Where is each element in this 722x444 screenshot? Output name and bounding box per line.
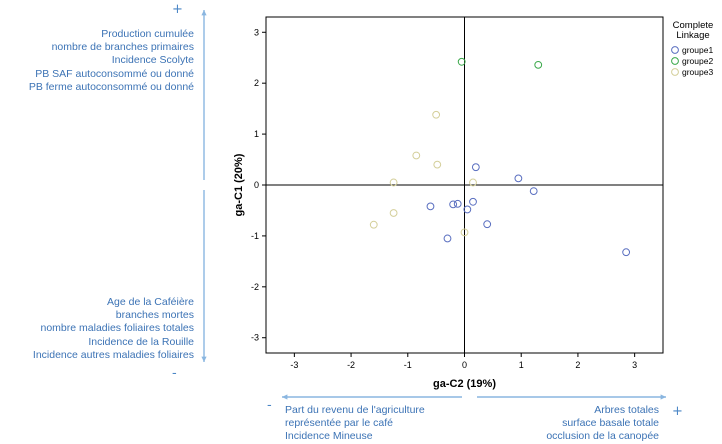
point-groupe3 <box>412 151 421 160</box>
legend-title-line: Linkage <box>676 30 709 41</box>
point-groupe1 <box>443 234 452 243</box>
y-axis-label: ga-C1 (20%) <box>233 153 245 216</box>
plus-sign-top: + <box>172 2 183 17</box>
point-groupe1 <box>483 220 492 229</box>
left-top-line-3: PB SAF autoconsommé ou donné <box>35 67 194 80</box>
point-groupe1 <box>426 202 435 211</box>
point-groupe3 <box>389 209 398 217</box>
x-tick-label: 0 <box>462 360 467 370</box>
bottom-right-annotation: Arbres totales surface basale totale occlu… <box>546 404 659 444</box>
bottom-left-line-0: Part du revenu de l'agriculture <box>285 404 425 416</box>
legend-marker-groupe3 <box>671 68 679 76</box>
y-tick-label: -2 <box>251 282 259 292</box>
arrow-up-head <box>201 10 207 16</box>
y-tick-label: -3 <box>251 333 259 343</box>
bottom-right-line-2: occlusion de la canopée <box>546 430 659 443</box>
left-bottom-annotation: Age de la Caféière branches mortes nombre … <box>33 296 194 362</box>
y-tick-label: 0 <box>254 180 259 190</box>
legend-marker-groupe1 <box>671 46 679 54</box>
legend-label-groupe3: groupe3 <box>682 67 713 77</box>
left-bottom-line-4: Incidence autres maladies foliaires <box>32 348 194 361</box>
bottom-left-line-2: Incidence Mineuse <box>285 430 373 443</box>
left-bottom-line-2: nombre maladies foliaires totales <box>40 322 195 335</box>
minus-sign-left: - <box>172 366 177 381</box>
legend-marker-groupe2 <box>671 57 679 65</box>
left-top-line-0: Production cumulée <box>101 28 194 40</box>
plus-sign-bottom: + <box>672 404 683 419</box>
point-groupe3 <box>432 110 441 119</box>
y-tick-label: 1 <box>254 129 259 139</box>
point-groupe1 <box>514 174 523 183</box>
bottom-right-line-0: Arbres totales <box>594 404 659 416</box>
x-tick-label: -1 <box>404 360 412 370</box>
left-bottom-line-3: Incidence de la Rouille <box>88 335 194 348</box>
bottom-right-line-1: surface basale totale <box>562 417 659 430</box>
point-groupe2 <box>534 60 543 69</box>
point-groupe1 <box>449 200 458 209</box>
point-groupe1 <box>471 163 480 172</box>
left-bottom-line-1: branches mortes <box>115 309 194 322</box>
point-groupe1 <box>622 248 631 257</box>
y-tick-label: -1 <box>251 231 259 241</box>
point-groupe1 <box>463 205 472 214</box>
left-bottom-line-0: Age de la Caféière <box>107 296 194 308</box>
point-groupe3 <box>369 220 378 229</box>
left-top-line-4: PB ferme autoconsommé ou donné <box>28 80 194 93</box>
x-tick-label: 1 <box>519 360 524 370</box>
point-groupe3 <box>469 178 477 187</box>
legend-title-line: Complete <box>673 20 714 31</box>
point-groupe3 <box>389 178 398 187</box>
legend-label-groupe1: groupe1 <box>682 45 713 55</box>
point-groupe3 <box>433 160 442 169</box>
minus-sign-bottom: - <box>267 398 272 413</box>
point-groupe1 <box>529 187 538 196</box>
left-top-line-2: Incidence Scolyte <box>111 54 194 67</box>
bottom-left-annotation: Part du revenu de l'agriculture représent… <box>285 404 425 444</box>
x-tick-label: 2 <box>575 360 580 370</box>
x-tick-label: -3 <box>290 360 298 370</box>
point-groupe1 <box>453 199 462 208</box>
left-top-annotation: Production cumulée nombre de branches pri… <box>29 28 194 94</box>
left-top-line-1: nombre de branches primaires <box>51 41 194 54</box>
point-groupe2 <box>457 57 466 66</box>
bottom-left-line-1: représentée par le café <box>285 417 393 430</box>
arrow-down-head <box>201 356 207 362</box>
arrow-right-head <box>660 394 666 400</box>
y-tick-label: 3 <box>254 27 259 37</box>
x-tick-label: 3 <box>632 360 637 370</box>
arrow-left-head <box>282 394 288 400</box>
x-tick-label: -2 <box>347 360 355 370</box>
legend-label-groupe2: groupe2 <box>682 56 713 66</box>
x-axis-label: ga-C2 (19%) <box>433 378 496 390</box>
point-groupe1 <box>469 197 477 206</box>
point-groupe3 <box>460 228 469 237</box>
y-tick-label: 2 <box>254 78 259 88</box>
